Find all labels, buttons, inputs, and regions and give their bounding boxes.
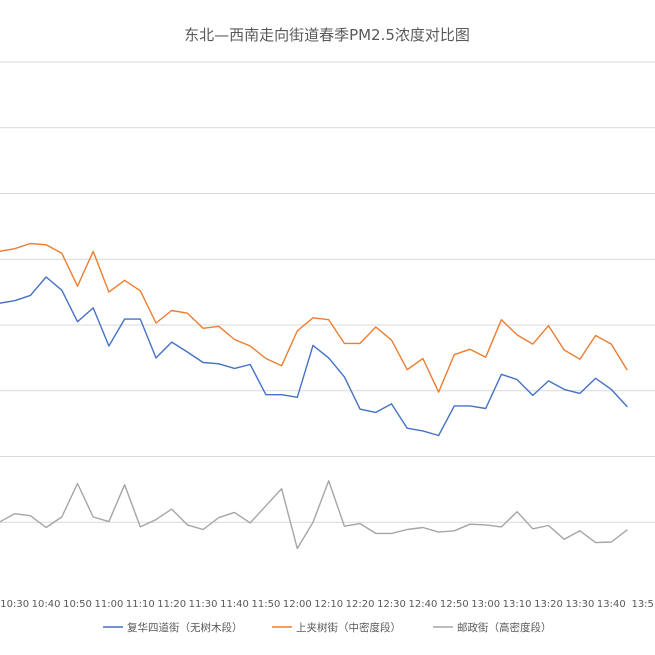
x-tick-label: 10:50	[63, 599, 92, 610]
x-tick-label: 13:5	[631, 599, 653, 610]
chart-title: 东北—西南走向街道春季PM2.5浓度对比图	[184, 26, 470, 44]
legend-label: 上夹树街（中密度段）	[296, 621, 401, 634]
legend-label: 邮政街（高密度段）	[457, 621, 552, 634]
x-tick-label: 12:30	[377, 599, 406, 610]
x-tick-label: 12:10	[314, 599, 343, 610]
x-tick-label: 11:20	[157, 599, 186, 610]
legend: 复华四道街（无树木段） 上夹树街（中密度段） 邮政街（高密度段）	[103, 621, 552, 634]
x-tick-label: 13:40	[597, 599, 626, 610]
x-tick-label: 11:50	[251, 599, 280, 610]
x-tick-label: 10:30	[0, 599, 29, 610]
x-tick-label: 12:40	[408, 599, 437, 610]
x-tick-label: 13:20	[534, 599, 563, 610]
x-tick-label: 12:20	[346, 599, 375, 610]
x-tick-label: 11:30	[189, 599, 218, 610]
series-lines	[0, 242, 628, 550]
x-tick-label: 13:10	[503, 599, 532, 610]
x-tick-label: 12:00	[283, 599, 312, 610]
x-tick-label: 13:30	[565, 599, 594, 610]
x-tick-label: 11:00	[94, 599, 123, 610]
x-tick-label: 11:10	[126, 599, 155, 610]
series-line-1	[0, 276, 628, 437]
x-axis-ticks: 10:30 10:40 10:50 11:00 11:10 11:20 11:30 11:40…	[0, 599, 654, 610]
x-tick-label: 13:00	[471, 599, 500, 610]
legend-label: 复华四道街（无树木段）	[127, 621, 243, 634]
x-tick-label: 12:50	[440, 599, 469, 610]
gridlines	[0, 61, 655, 523]
series-line-3	[0, 480, 628, 550]
series-line-2	[0, 242, 628, 393]
x-tick-label: 11:40	[220, 599, 249, 610]
x-tick-label: 10:40	[32, 599, 61, 610]
